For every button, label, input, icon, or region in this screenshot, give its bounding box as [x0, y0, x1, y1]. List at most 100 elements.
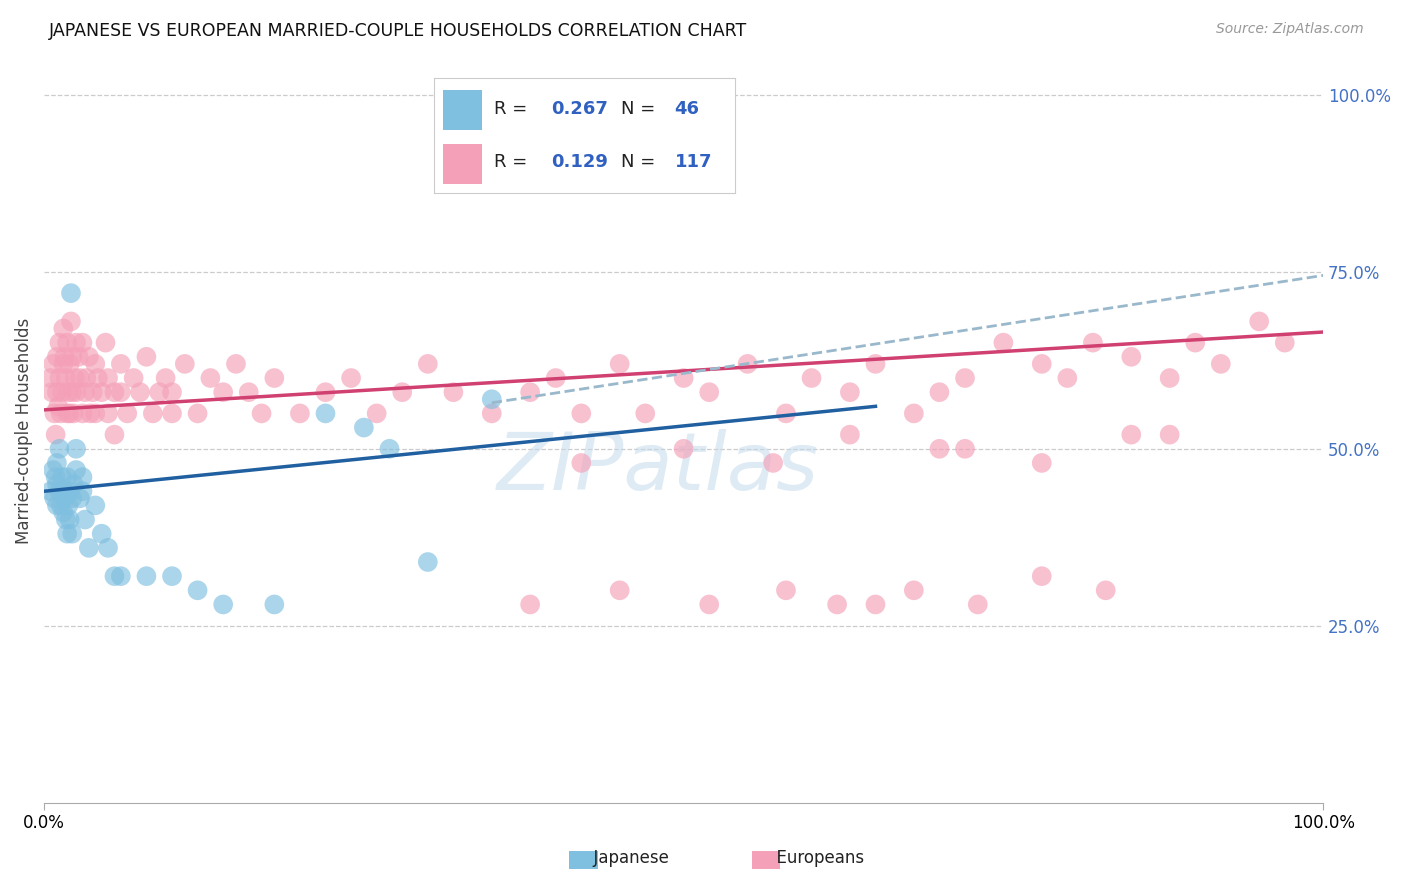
Point [60, 491, 83, 506]
Point [72, 406, 94, 420]
Point [49, 499, 72, 513]
Point [903, 583, 925, 598]
Point [1031, 569, 1053, 583]
Point [160, 406, 183, 420]
Point [42, 463, 65, 477]
Point [45, 350, 67, 364]
Point [966, 598, 988, 612]
Point [609, 583, 631, 598]
Point [1121, 427, 1143, 442]
Point [56, 526, 79, 541]
Point [60, 385, 83, 400]
Point [75, 371, 97, 385]
Point [212, 385, 235, 400]
Point [58, 385, 80, 400]
Point [1249, 314, 1271, 328]
Point [1056, 371, 1078, 385]
Point [187, 583, 209, 598]
Point [45, 385, 67, 400]
Point [56, 406, 79, 420]
Point [77, 541, 100, 555]
Point [519, 385, 541, 400]
Point [672, 371, 695, 385]
Point [45, 499, 67, 513]
Point [263, 371, 285, 385]
Point [97, 406, 120, 420]
Point [1121, 350, 1143, 364]
Point [90, 526, 112, 541]
Point [65, 335, 87, 350]
Point [48, 484, 70, 499]
Point [110, 385, 132, 400]
Point [865, 357, 887, 371]
Point [1159, 427, 1181, 442]
Point [263, 598, 285, 612]
Point [39, 484, 62, 499]
Point [65, 442, 87, 456]
Point [45, 456, 67, 470]
Point [46, 400, 69, 414]
Point [775, 406, 797, 420]
Point [1031, 456, 1053, 470]
Point [391, 385, 413, 400]
Point [48, 371, 70, 385]
Point [72, 470, 94, 484]
Point [59, 406, 82, 420]
Point [59, 484, 82, 499]
Point [103, 569, 125, 583]
Point [288, 406, 311, 420]
Point [353, 420, 375, 434]
Point [87, 371, 110, 385]
Point [441, 385, 464, 400]
Point [82, 385, 104, 400]
Point [97, 371, 120, 385]
Point [225, 357, 247, 371]
Point [775, 583, 797, 598]
Point [838, 385, 860, 400]
Point [73, 512, 96, 526]
Point [519, 598, 541, 612]
Point [672, 442, 695, 456]
Point [84, 406, 107, 420]
Point [634, 406, 657, 420]
Point [155, 371, 177, 385]
Point [62, 477, 84, 491]
Point [142, 406, 165, 420]
Point [481, 406, 503, 420]
Point [1094, 583, 1116, 598]
Point [69, 491, 91, 506]
Point [800, 371, 823, 385]
Point [1274, 335, 1296, 350]
Point [103, 427, 125, 442]
Point [53, 491, 76, 506]
Point [45, 477, 67, 491]
Point [762, 456, 785, 470]
Point [56, 470, 79, 484]
Text: Europeans: Europeans [766, 849, 865, 867]
Point [250, 406, 273, 420]
Point [340, 371, 363, 385]
Point [65, 385, 87, 400]
Point [52, 484, 75, 499]
Point [160, 385, 183, 400]
Point [315, 385, 337, 400]
Point [45, 470, 67, 484]
Point [103, 385, 125, 400]
Point [60, 526, 83, 541]
Point [865, 598, 887, 612]
Point [77, 350, 100, 364]
Point [148, 385, 170, 400]
Point [53, 350, 76, 364]
Y-axis label: Married-couple Households: Married-couple Households [15, 318, 32, 544]
Point [953, 442, 976, 456]
Point [67, 350, 90, 364]
Point [315, 406, 337, 420]
Point [63, 371, 86, 385]
Point [58, 499, 80, 513]
Point [55, 371, 77, 385]
Point [59, 286, 82, 301]
Point [993, 335, 1015, 350]
Point [51, 385, 73, 400]
Point [569, 406, 592, 420]
Point [129, 385, 152, 400]
